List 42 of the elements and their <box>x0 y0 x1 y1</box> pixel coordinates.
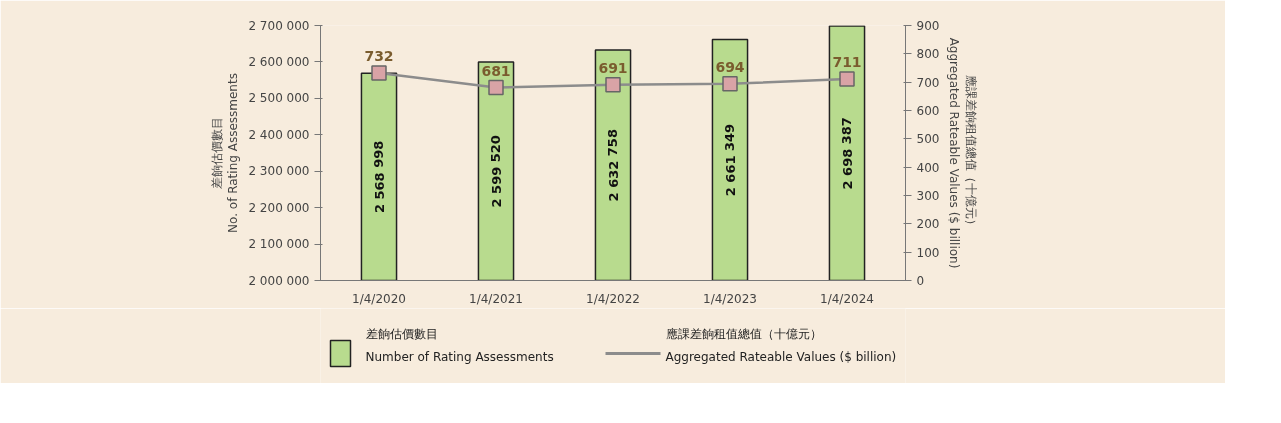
point <box>722 76 738 92</box>
data-label: 691 <box>598 59 628 76</box>
y2-tick-label: 500 <box>916 132 940 147</box>
y2-tick-label: 100 <box>916 245 940 260</box>
data-label: 711 <box>832 54 862 71</box>
y2-tick-label: 400 <box>916 160 940 175</box>
y-axis-title: 差餉估價數目 No. of Rating Assessments <box>209 73 241 233</box>
y-tick-label: 2 700 000 <box>248 18 310 33</box>
y-tick-label: 2 300 000 <box>248 164 310 179</box>
data-label: 681 <box>481 62 511 79</box>
x-tick-label: 1/4/2023 <box>703 291 757 306</box>
y2-tick-label: 300 <box>916 189 940 203</box>
y-tick-label: 2 100 000 <box>248 237 310 252</box>
x-tick-label: 1/4/2024 <box>820 291 874 306</box>
data-label: 2 599 520 <box>488 135 504 208</box>
x-tick-label: 1/4/2020 <box>352 291 406 306</box>
data-label: 732 <box>364 48 394 65</box>
y2-axis-title: 應課差餉租值總值（十億元） Aggregated Rateable Values ($ billion) <box>947 37 979 269</box>
y2-tick-label: 200 <box>916 217 940 232</box>
data-label: 2 661 349 <box>722 123 738 197</box>
y2-tick-label: 700 <box>916 75 940 90</box>
y-tick-label: 2 400 000 <box>248 127 310 142</box>
data-label: 2 568 998 <box>371 140 387 214</box>
y2-tick-label: 900 <box>916 19 940 33</box>
legend-label: 應課差餉租值總值（十億元） Aggregated Rateable Values ($ billion) <box>665 327 897 364</box>
point <box>605 76 621 93</box>
data-label: 2 632 758 <box>605 129 621 202</box>
point <box>371 65 387 81</box>
y-tick-label: 2 600 000 <box>248 54 310 69</box>
data-label: 2 698 387 <box>839 117 855 190</box>
point <box>488 79 504 96</box>
point <box>839 71 855 87</box>
x-tick-label: 1/4/2022 <box>586 291 640 306</box>
y2-tick-label: 0 <box>916 274 925 288</box>
x-tick-label: 1/4/2021 <box>469 291 523 306</box>
y-tick-label: 2 200 000 <box>248 200 310 215</box>
y-tick-label: 2 500 000 <box>248 91 310 106</box>
data-label: 694 <box>715 58 745 75</box>
y-tick-label: 2 000 000 <box>248 273 310 288</box>
y2-tick-label: 800 <box>916 47 940 62</box>
legend-label: 差餉估價數目 Number of Rating Assessments <box>365 327 554 364</box>
y2-tick-label: 600 <box>916 104 940 118</box>
